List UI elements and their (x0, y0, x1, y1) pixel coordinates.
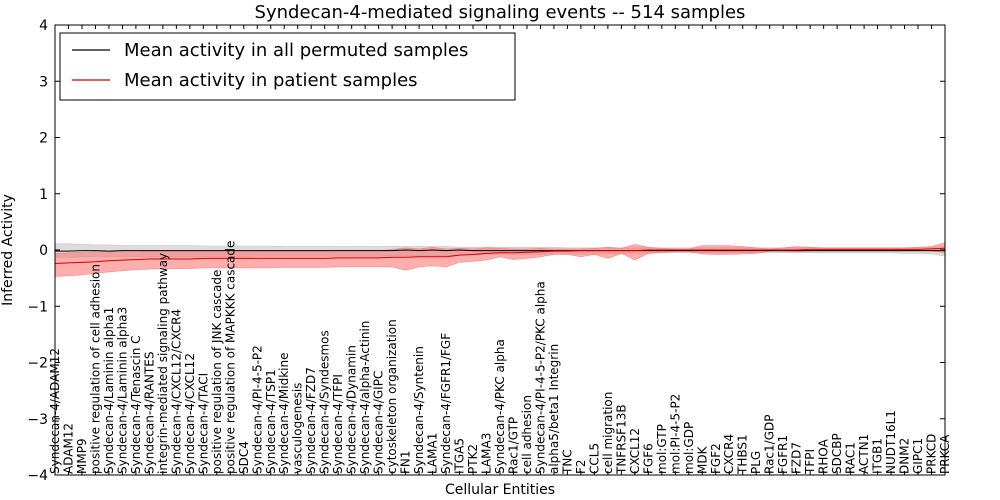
x-tick-label: Rac1/GTP (507, 417, 521, 474)
x-tick-label: FGF2 (709, 443, 723, 474)
x-tick-label: Syndecan-4/PKC alpha (493, 339, 507, 474)
x-tick-label: FGFR1 (776, 435, 790, 474)
x-tick-label: Syndecan-4/TSP1 (264, 369, 278, 474)
x-tick-label: LAMA3 (480, 433, 494, 474)
x-tick-label: THBS1 (736, 434, 750, 475)
x-tick-label: Syndecan-4/Syndesmos (318, 330, 332, 474)
x-tick-label: cytoskeleton organization (385, 319, 399, 474)
x-tick-label: MDK (695, 445, 709, 474)
x-tick-label: Syndecan-4/RANTES (142, 352, 156, 474)
x-tick-label: DNM2 (898, 438, 912, 474)
x-tick-label: mol:GDP (682, 422, 696, 474)
x-tick-label: Syndecan-4/PI-4-5-P2 (250, 345, 264, 474)
x-tick-label: Syndecan-4/Midkine (277, 353, 291, 474)
x-tick-label: alpha5/beta1 Integrin (547, 344, 561, 474)
x-tick-label: FZD7 (790, 442, 804, 474)
x-tick-label: NUDT16L1 (884, 410, 898, 474)
x-tick-label: ITGA5 (453, 438, 467, 474)
x-tick-label: RHOA (817, 438, 831, 474)
chart-title: Syndecan-4-mediated signaling events -- … (255, 2, 746, 23)
confidence-bands (54, 242, 946, 277)
x-tick-label: CXCL12 (628, 428, 642, 474)
x-tick-label: Syndecan-4/Syntenin (412, 346, 426, 474)
x-tick-label: Syndecan-4/FGFR1/FGF (439, 333, 453, 474)
x-tick-label: Syndecan-4/CXCL12 (183, 353, 197, 474)
y-tick-label: −4 (27, 468, 48, 484)
x-tick-label: FGF6 (641, 443, 655, 474)
x-tick-label: PRKCD (925, 434, 939, 474)
x-tick-label: PLG (749, 451, 763, 474)
x-tick-label: CCL5 (587, 443, 601, 474)
y-tick-label: 2 (39, 131, 48, 147)
x-tick-label: SDCBP (830, 433, 844, 474)
x-tick-label: mol:PI-4-5-P2 (668, 394, 682, 474)
x-tick-label: cell migration (601, 392, 615, 474)
x-tick-label: vasculogenesis (291, 383, 305, 474)
x-tick-label: CXCR4 (722, 434, 736, 474)
x-tick-label: positive regulation of MAPKKK cascade (223, 241, 237, 474)
x-tick-label: positive regulation of JNK cascade (210, 270, 224, 474)
x-tick-label: positive regulation of cell adhesion (89, 264, 103, 474)
x-tick-label: ITGB1 (871, 438, 885, 474)
x-tick-label: PTK2 (466, 444, 480, 474)
y-tick-label: −2 (27, 356, 48, 372)
x-tick-label: RAC1 (844, 442, 858, 474)
x-tick-labels: Syndecan-4/ADAM12 ADAM12 MMP9 positive regu… (48, 25, 952, 475)
x-tick-label: Syndecan-4/alpha-Actinin (358, 321, 372, 474)
series-2-line (54, 247, 946, 264)
x-tick-label: TNFRSF13B (614, 404, 628, 475)
x-tick-label: F2 (574, 459, 588, 474)
x-tick-label: Syndecan-4/Laminin alpha1 (102, 307, 116, 474)
x-tick-label: ACTN1 (857, 434, 871, 474)
x-tick-label: Syndecan-4/Laminin alpha3 (115, 307, 129, 474)
y-tick-label: −1 (27, 299, 48, 315)
x-tick-label: Syndecan-4/Tenascin C (129, 335, 143, 474)
x-tick-label: FN1 (399, 450, 413, 474)
y-axis-label: Inferred Activity (0, 194, 16, 306)
legend-label-1: Mean activity in all permuted samples (124, 40, 468, 61)
y-tick-label: 0 (39, 243, 48, 259)
x-tick-label: LAMA1 (426, 433, 440, 474)
legend-label-2: Mean activity in patient samples (124, 70, 418, 91)
legend-box (59, 32, 516, 101)
x-tick-label: MMP9 (75, 438, 89, 474)
y-tick-label: 3 (39, 74, 48, 90)
x-tick-label: Syndecan-4/PI-4-5-P2/PKC alpha (534, 281, 548, 474)
x-tick-label: Rac1/GDP (763, 415, 777, 474)
x-axis-label: Cellular Entities (445, 482, 555, 498)
plot-area-frame (54, 24, 946, 476)
x-tick-label: Syndecan-4/CXCL12/CXCR4 (169, 309, 183, 474)
x-tick-label: SDC4 (237, 441, 251, 474)
x-tick-label: Syndecan-4/FZD7 (304, 367, 318, 474)
series-lines (54, 247, 946, 264)
x-tick-label: ADAM12 (62, 423, 76, 474)
x-tick-label: Syndecan-4/GIPC (372, 371, 386, 474)
x-tick-label: GIPC1 (911, 438, 925, 474)
x-tick-label: mol:GTP (655, 424, 669, 474)
x-tick-label: TFPI (803, 449, 817, 475)
x-tick-label: integrin-mediated signaling pathway (156, 253, 170, 474)
y-tick-label: 4 (39, 18, 48, 34)
x-tick-label: Syndecan-4/Dynamin (345, 345, 359, 474)
x-tick-label: Syndecan-4/TFPI (331, 374, 345, 474)
x-tick-label: Syndecan-4/TACI (196, 373, 210, 474)
x-tick-label: TNC (560, 449, 574, 475)
y-tick-label: −3 (27, 412, 48, 428)
legend: Mean activity in all permuted samples Mea… (59, 32, 516, 101)
x-tick-label: cell adhesion (520, 395, 534, 474)
series-1-line (55, 249, 945, 252)
y-tick-label: 1 (39, 187, 48, 203)
